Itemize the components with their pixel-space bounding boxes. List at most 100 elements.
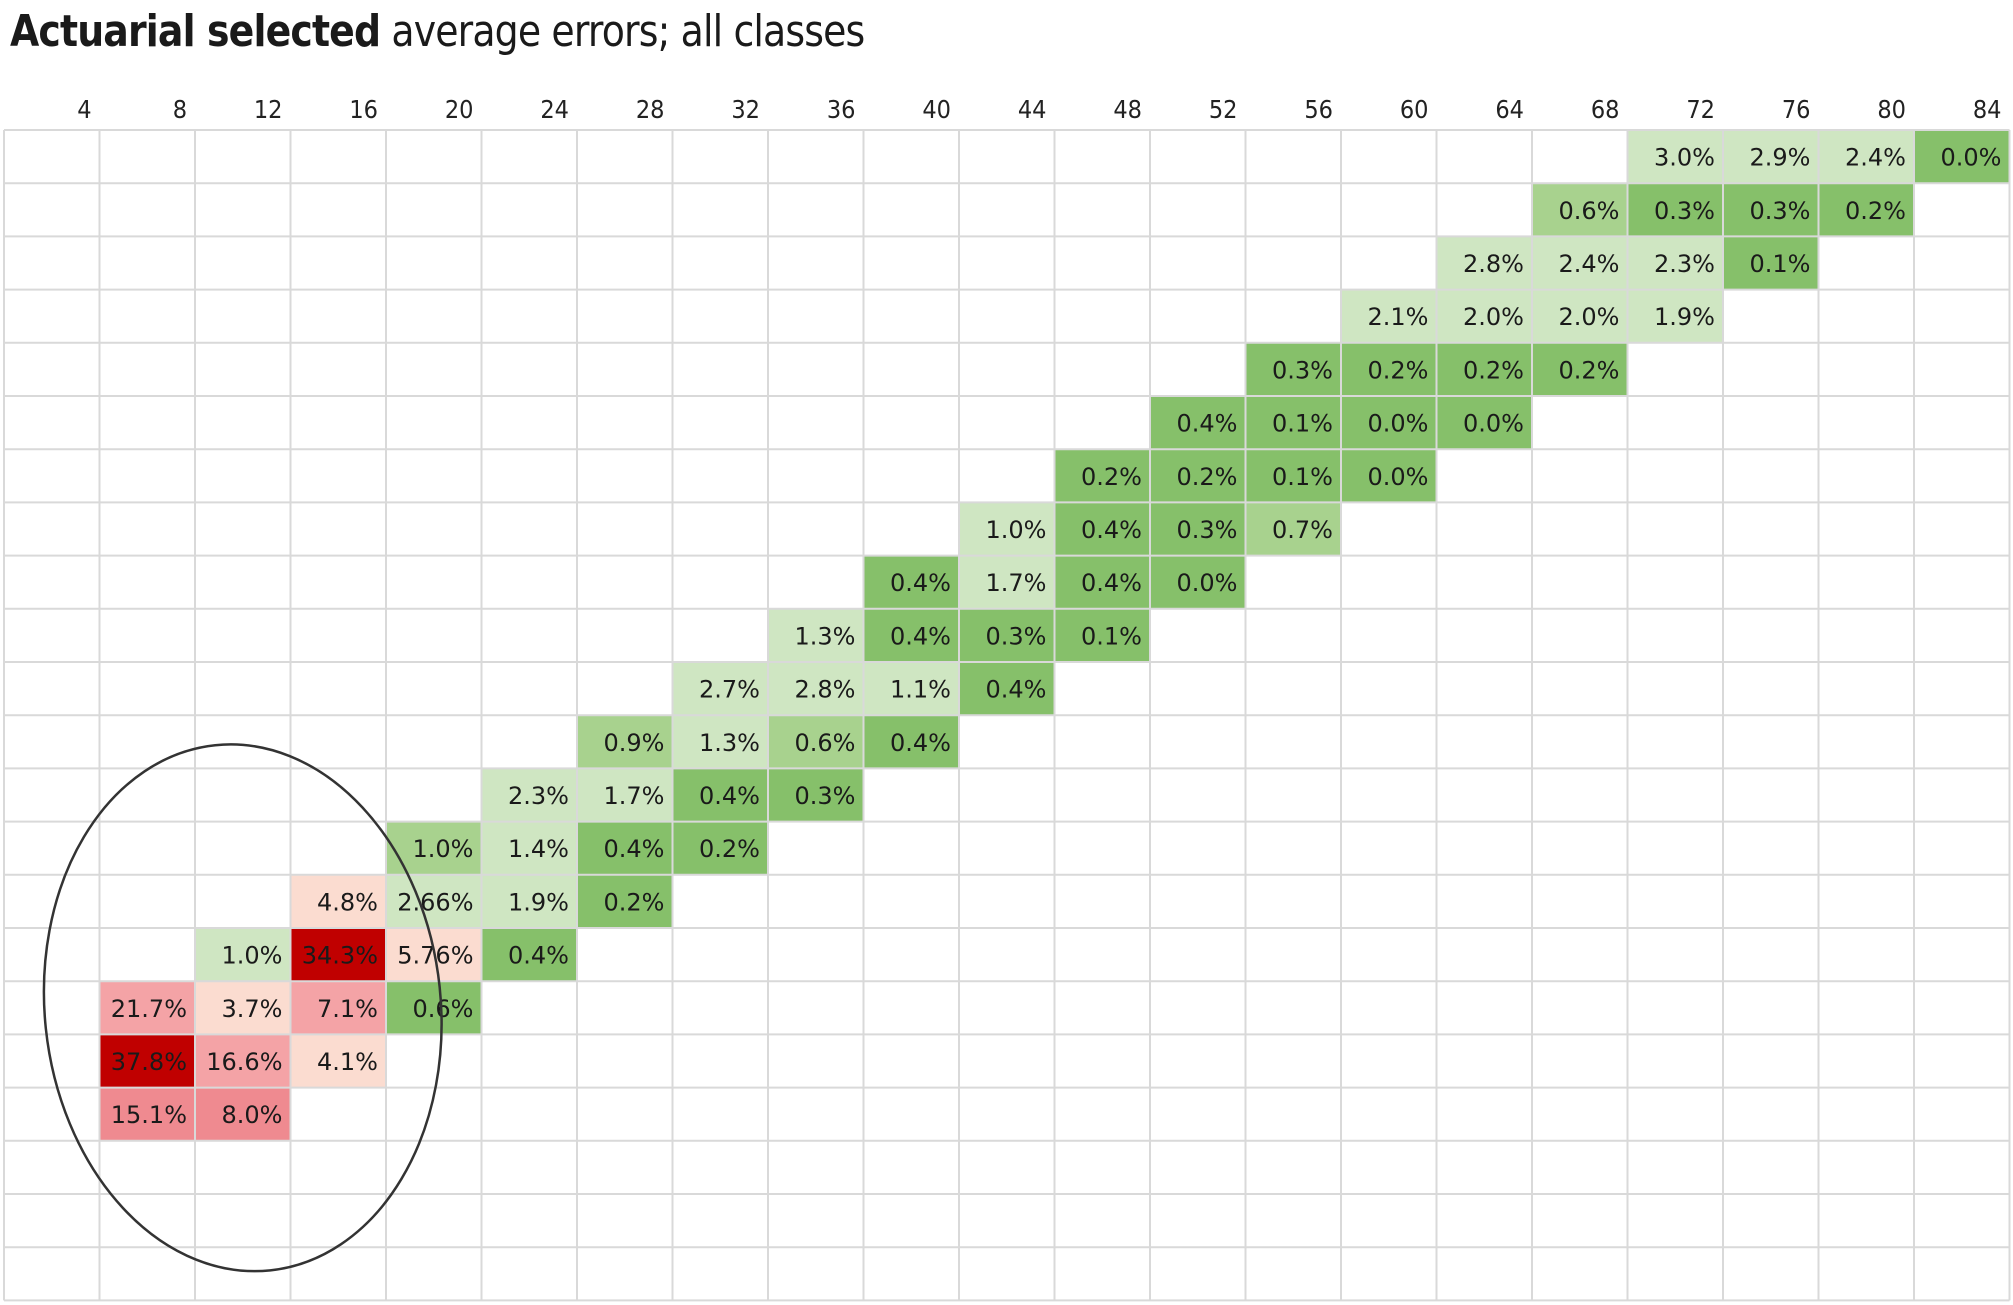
cell-value-label: 15.1% [111,1101,187,1129]
heatmap-cell [577,874,673,928]
cell-value-label: 0.6% [795,729,856,757]
cell-value-label: 0.3% [1750,197,1811,225]
x-tick-label: 72 [1686,95,1715,124]
cell-value-label: 0.4% [1177,410,1238,438]
heatmap-cell [672,662,768,716]
cell-value-label: 0.2% [604,888,665,916]
x-tick-label: 36 [827,95,856,124]
heatmap-cell [481,874,577,928]
x-tick-label: 12 [254,95,283,124]
cell-value-label: 16.6% [206,1048,282,1076]
cell-value-label: 0.3% [1654,197,1715,225]
cell-value-label: 1.7% [604,782,665,810]
heatmap-cell [1341,449,1437,503]
heatmap-cell [1532,342,1628,396]
heatmap-cell [1245,396,1341,450]
cell-value-label: 2.0% [1559,303,1620,331]
heatmap-cell [863,555,959,609]
heatmap-cell [1532,289,1628,343]
cell-value-label: 1.9% [1654,303,1715,331]
cell-value-label: 1.9% [508,888,569,916]
x-tick-label: 28 [636,95,665,124]
heatmap-cell [1054,608,1150,662]
cell-value-label: 0.1% [1272,463,1333,491]
cell-value-label: 2.1% [1368,303,1429,331]
heatmap-cell [195,928,291,982]
x-tick-label: 64 [1495,95,1524,124]
heatmap-cell [195,1034,291,1088]
chart-title-bold: Actuarial selected [10,6,381,57]
cell-value-label: 0.3% [795,782,856,810]
heatmap-cell [1627,183,1723,237]
heatmap-cell [768,608,864,662]
cell-value-label: 0.4% [890,729,951,757]
heatmap-cell [1245,449,1341,503]
heatmap-cell [1245,502,1341,556]
heatmap-cell [290,981,386,1035]
cell-value-label: 1.7% [986,569,1047,597]
cell-value-label: 0.1% [1081,622,1142,650]
heatmap-cell [1436,396,1532,450]
x-tick-label: 44 [1018,95,1047,124]
cell-value-label: 0.9% [604,729,665,757]
heatmap-cell [1436,342,1532,396]
heatmap-cell [1627,289,1723,343]
heatmap-cell [386,981,482,1035]
cell-value-label: 7.1% [317,995,378,1023]
heatmap-cell [863,608,959,662]
cell-value-label: 2.9% [1750,144,1811,172]
x-tick-label: 8 [173,95,187,124]
cell-value-label: 0.2% [1368,356,1429,384]
cell-value-label: 0.4% [604,835,665,863]
cell-value-label: 2.3% [1654,250,1715,278]
x-axis-ticks: 4 8 12 16 20 24 28 32 36 40 44 48 52 56 60 64 68 72 76 80 84 [77,95,2001,124]
heatmap-cell [1436,289,1532,343]
heatmap-cell [672,768,768,822]
cell-value-label: 1.1% [890,676,951,704]
cell-value-label: 2.4% [1845,144,1906,172]
heatmap-cells [99,130,2010,1141]
cell-value-label: 0.0% [1463,410,1524,438]
heatmap-cell [1532,183,1628,237]
heatmap-cell [959,662,1055,716]
heatmap-cell [1150,502,1246,556]
cell-value-label: 2.8% [795,676,856,704]
heatmap-cell [959,555,1055,609]
cell-value-label: 0.6% [413,995,474,1023]
heatmap-cell [1723,183,1819,237]
heatmap-cell [1054,449,1150,503]
cell-value-label: 3.7% [222,995,283,1023]
cell-value-label: 0.3% [1177,516,1238,544]
heatmap-cell [1245,342,1341,396]
heatmap-cell [1818,130,1914,184]
heatmap-cell [195,1087,291,1141]
heatmap-cell [386,821,482,875]
heatmap-cell [1150,449,1246,503]
heatmap-cell [577,821,673,875]
cell-value-label: 4.1% [317,1048,378,1076]
cell-value-label: 0.1% [1272,410,1333,438]
cell-value-label: 1.3% [795,622,856,650]
x-tick-label: 20 [445,95,474,124]
annotation-ellipse [42,743,443,1273]
cell-value-label: 0.3% [1272,356,1333,384]
cell-value-label: 37.8% [111,1048,187,1076]
x-tick-label: 84 [1973,95,2002,124]
heatmap-cell [1627,236,1723,290]
heatmap-cell [672,821,768,875]
cell-value-label: 0.4% [890,622,951,650]
heatmap-cell [1150,396,1246,450]
cell-value-label: 0.6% [1559,197,1620,225]
heatmap-cell [863,662,959,716]
heatmap-cell [481,928,577,982]
cell-value-label: 0.0% [1941,144,2002,172]
cell-value-label: 0.4% [986,676,1047,704]
cell-value-label: 1.3% [699,729,760,757]
heatmap-cell [672,715,768,769]
heatmap-cell [1532,236,1628,290]
x-tick-label: 56 [1304,95,1333,124]
cell-labels: 3.0% 2.9% 2.4% 0.0% 0.6% 0.3% 0.3% 0.2% 2.8% 2.4%… [111,144,2002,1130]
cell-value-label: 0.2% [699,835,760,863]
heatmap-cell [577,768,673,822]
heatmap-cell [959,502,1055,556]
